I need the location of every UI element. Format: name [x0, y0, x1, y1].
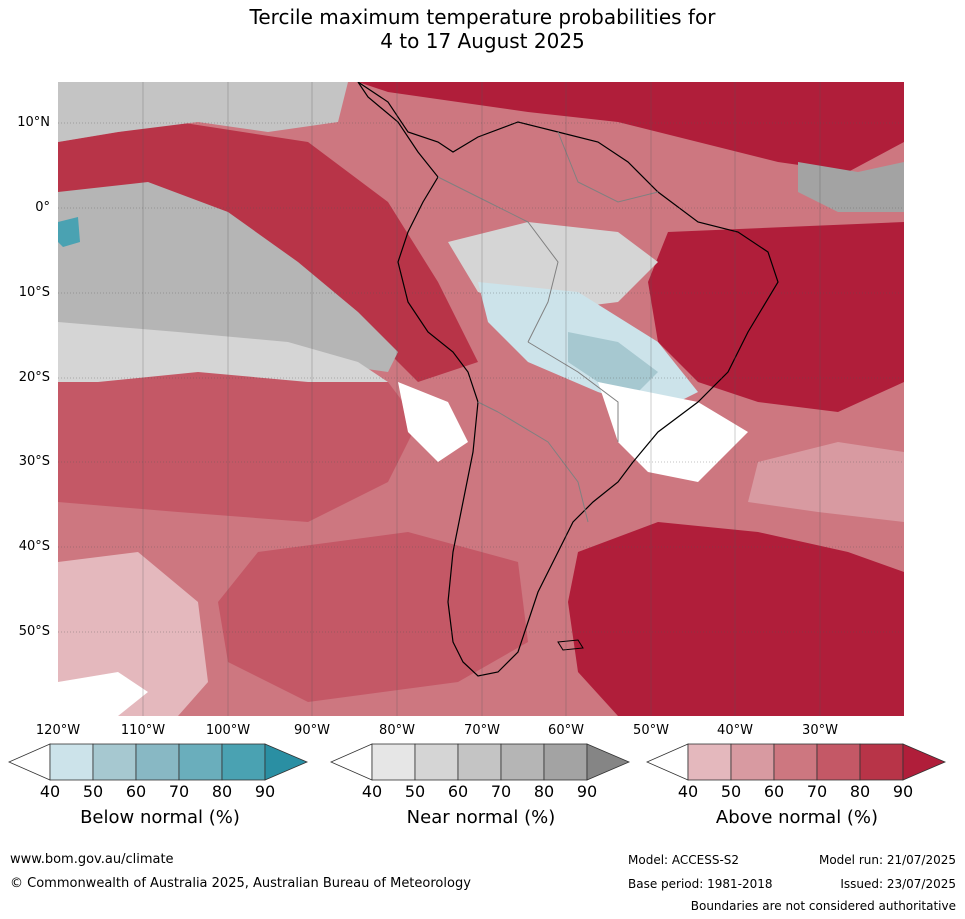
above-colorbar-low-arrow — [646, 743, 689, 781]
below-colorbar-segment — [49, 743, 94, 781]
near-colorbar-high-arrow — [586, 743, 631, 781]
legend-title-near: Near normal (%) — [406, 807, 556, 828]
below-colorbar-tick: 40 — [39, 782, 61, 801]
above-colorbar-tick: 60 — [763, 782, 785, 801]
lon-label-120w: 120°W — [35, 723, 81, 738]
near-normal-region-west — [58, 322, 388, 382]
lat-label-50s: 50°S — [18, 624, 50, 639]
below-colorbar-tick: 70 — [168, 782, 190, 801]
above-colorbar-segment — [730, 743, 775, 781]
lon-label-30w: 30°W — [802, 723, 838, 738]
lat-label-40s: 40°S — [18, 539, 50, 554]
near-colorbar-segment — [543, 743, 588, 781]
above-colorbar-high-arrow — [902, 743, 947, 781]
probability-map — [58, 82, 904, 716]
title-line-1: Tercile maximum temperature probabilitie… — [249, 5, 716, 29]
above-50-region-southwest — [58, 552, 208, 716]
title-line-2: 4 to 17 August 2025 — [380, 29, 585, 53]
map-gridlines — [58, 122, 904, 633]
above-colorbar-tick: 40 — [677, 782, 699, 801]
near-colorbar-tick: 90 — [576, 782, 598, 801]
below-colorbar-segment — [135, 743, 180, 781]
near-colorbar-tick: 60 — [447, 782, 469, 801]
legend-title-below: Below normal (%) — [80, 807, 240, 828]
lon-label-50w: 50°W — [633, 723, 669, 738]
near-colorbar-segment — [457, 743, 502, 781]
lat-label-0: 0° — [35, 200, 50, 215]
legend-title-above: Above normal (%) — [715, 807, 879, 828]
colorbar-below-normal — [8, 743, 309, 781]
above-colorbar-tick: 90 — [892, 782, 914, 801]
below-colorbar-segment — [92, 743, 137, 781]
lon-label-60w: 60°W — [548, 723, 584, 738]
lat-label-20s: 20°S — [18, 370, 50, 385]
above-colorbar-segment — [816, 743, 861, 781]
above-colorbar-tick: 70 — [806, 782, 828, 801]
above-80-region-southeast-pacific — [58, 352, 418, 522]
below-colorbar-low-arrow — [8, 743, 51, 781]
near-colorbar-segment — [371, 743, 416, 781]
footer-disclaimer: Boundaries are not considered authoritat… — [690, 899, 956, 913]
footer-issued: Issued: 23/07/2025 — [840, 877, 956, 891]
below-normal-region-central — [568, 332, 658, 392]
above-colorbar-tick: 80 — [849, 782, 871, 801]
lon-label-90w: 90°W — [294, 723, 330, 738]
below-normal-patch-pacific — [58, 217, 80, 247]
map-meridians — [142, 82, 821, 716]
near-colorbar-low-arrow — [330, 743, 373, 781]
lon-label-100w: 100°W — [205, 723, 251, 738]
above-colorbar-segment — [859, 743, 904, 781]
above-colorbar-segment — [687, 743, 732, 781]
colorbar-above-normal — [646, 743, 947, 781]
chart-title: Tercile maximum temperature probabilitie… — [0, 5, 965, 53]
near-colorbar-tick: 50 — [404, 782, 426, 801]
below-colorbar-tick: 90 — [254, 782, 276, 801]
above-90-region-north — [358, 82, 904, 172]
below-colorbar-tick: 60 — [125, 782, 147, 801]
below-colorbar-tick: 80 — [211, 782, 233, 801]
below-colorbar-high-arrow — [264, 743, 309, 781]
near-colorbar-tick: 70 — [490, 782, 512, 801]
below-colorbar-segment — [178, 743, 223, 781]
footer-model-run: Model run: 21/07/2025 — [818, 853, 956, 867]
lat-label-10s: 10°S — [18, 285, 50, 300]
near-colorbar-segment — [414, 743, 459, 781]
white-patch-peru — [398, 382, 468, 462]
lon-label-40w: 40°W — [717, 723, 753, 738]
white-region-brazil-south — [598, 382, 748, 482]
lon-label-110w: 110°W — [120, 723, 166, 738]
lat-label-30s: 30°S — [18, 454, 50, 469]
footer-copyright: © Commonwealth of Australia 2025, Austra… — [10, 876, 471, 891]
near-colorbar-tick: 40 — [361, 782, 383, 801]
below-colorbar-tick: 50 — [82, 782, 104, 801]
falkland-islands — [557, 639, 584, 651]
above-colorbar-tick: 50 — [720, 782, 742, 801]
near-normal-region-atlantic — [798, 162, 904, 212]
near-colorbar-tick: 80 — [533, 782, 555, 801]
below-colorbar-segment — [221, 743, 266, 781]
near-normal-region-northwest — [58, 82, 348, 142]
footer-url[interactable]: www.bom.gov.au/climate — [10, 852, 174, 867]
south-america-coastline — [357, 82, 779, 677]
white-patch-southwest — [58, 672, 148, 716]
lon-label-70w: 70°W — [464, 723, 500, 738]
lon-label-80w: 80°W — [379, 723, 415, 738]
colorbar-near-normal — [330, 743, 631, 781]
footer-base-period: Base period: 1981-2018 — [628, 877, 773, 891]
above-colorbar-segment — [773, 743, 818, 781]
footer-model: Model: ACCESS-S2 — [628, 853, 740, 867]
lat-label-10n: 10°N — [17, 115, 50, 130]
near-colorbar-segment — [500, 743, 545, 781]
above-90-region-east — [648, 222, 904, 412]
